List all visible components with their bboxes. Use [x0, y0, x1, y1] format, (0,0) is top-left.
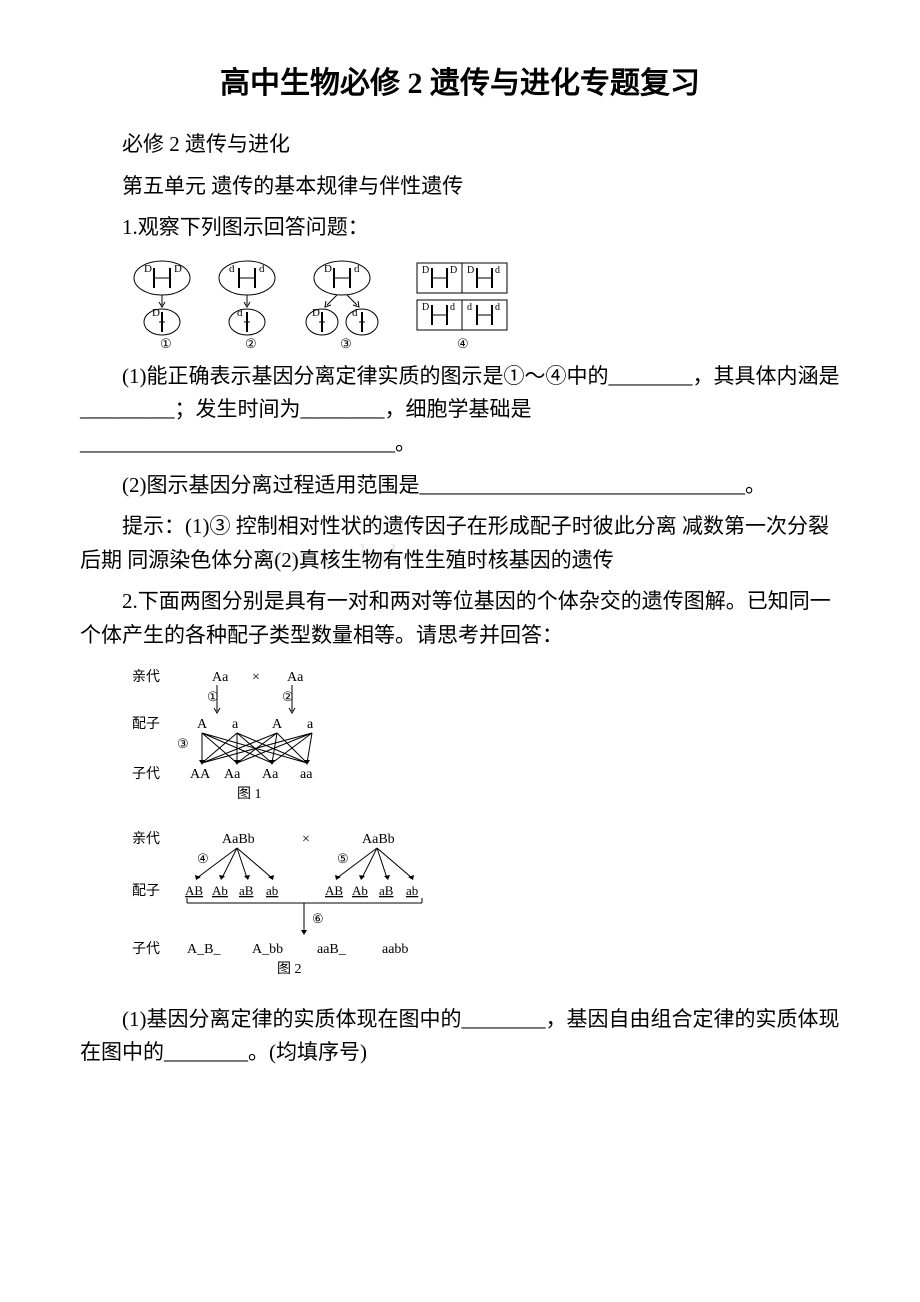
svg-text:d: d — [259, 263, 265, 275]
svg-text:③: ③ — [177, 736, 189, 751]
svg-text:d: d — [495, 302, 500, 313]
svg-text:Aa: Aa — [212, 670, 229, 685]
svg-text:⑥: ⑥ — [312, 911, 324, 926]
svg-text:AA: AA — [190, 767, 211, 782]
svg-text:ab: ab — [406, 883, 418, 898]
svg-text:Aa: Aa — [262, 767, 279, 782]
paragraph-2: 第五单元 遗传的基本规律与伴性遗传 — [80, 170, 840, 204]
svg-text:AB: AB — [325, 883, 343, 898]
fig2a-row-offspring: 子代 — [132, 766, 160, 782]
paragraph-5: (2)图示基因分离过程适用范围是________________________… — [80, 469, 840, 503]
svg-text:d: d — [354, 263, 360, 275]
paragraph-7: 2.下面两图分别是具有一对和两对等位基因的个体杂交的遗传图解。已知同一个体产生的… — [80, 585, 840, 652]
svg-text:aB: aB — [379, 883, 394, 898]
svg-text:d: d — [229, 263, 235, 275]
svg-text:D: D — [152, 307, 160, 319]
figure-2b: 亲代 AaBb × AaBb ④ ⑤ 配子 AB Ab aB ab AB Ab … — [122, 823, 840, 993]
svg-text:aa: aa — [300, 767, 313, 782]
svg-text:×: × — [252, 670, 260, 685]
page-title: 高中生物必修 2 遗传与进化专题复习 — [80, 60, 840, 108]
svg-text:D: D — [174, 263, 182, 275]
svg-text:D: D — [324, 263, 332, 275]
svg-text:②: ② — [245, 336, 257, 350]
fig2b-caption: 图 2 — [277, 962, 302, 977]
svg-text:D: D — [422, 302, 429, 313]
fig2a-caption: 图 1 — [237, 787, 262, 802]
svg-text:Ab: Ab — [352, 883, 368, 898]
paragraph-4: (1)能正确表示基因分离定律实质的图示是①～④中的________，其具体内涵是… — [80, 360, 840, 461]
svg-text:aabb: aabb — [382, 942, 408, 957]
svg-text:AB: AB — [185, 883, 203, 898]
fig2b-row-offspring: 子代 — [132, 941, 160, 957]
svg-text:③: ③ — [340, 336, 352, 350]
svg-text:aB: aB — [239, 883, 254, 898]
svg-text:d: d — [237, 307, 243, 319]
svg-text:aaB_: aaB_ — [317, 942, 347, 957]
svg-text:D: D — [144, 263, 152, 275]
svg-text:ab: ab — [266, 883, 278, 898]
svg-text:a: a — [307, 717, 314, 732]
fig2b-row-parent: 亲代 — [132, 831, 160, 847]
figure-2a: 亲代 Aa × Aa ① ② 配子 A a A a ③ — [122, 663, 840, 813]
svg-text:d: d — [467, 302, 472, 313]
figure-1: D D D ① d d d ② — [122, 255, 840, 350]
svg-text:D: D — [467, 265, 474, 276]
svg-text:a: a — [232, 717, 239, 732]
svg-text:Aa: Aa — [224, 767, 241, 782]
svg-text:①: ① — [160, 336, 172, 350]
paragraph-1: 必修 2 遗传与进化 — [80, 128, 840, 162]
svg-text:D: D — [312, 307, 320, 319]
svg-text:AaBb: AaBb — [222, 832, 255, 847]
svg-text:⑤: ⑤ — [337, 851, 349, 866]
svg-text:A_B_: A_B_ — [187, 942, 221, 957]
svg-text:A_bb: A_bb — [252, 942, 283, 957]
svg-text:AaBb: AaBb — [362, 832, 395, 847]
svg-text:A: A — [272, 717, 283, 732]
svg-text:d: d — [495, 265, 500, 276]
fig2a-row-gamete: 配子 — [132, 716, 160, 732]
svg-text:d: d — [450, 302, 455, 313]
fig2a-row-parent: 亲代 — [132, 669, 160, 685]
svg-text:D: D — [450, 265, 457, 276]
paragraph-3: 1.观察下列图示回答问题： — [80, 211, 840, 245]
svg-text:A: A — [197, 717, 208, 732]
svg-text:Aa: Aa — [287, 670, 304, 685]
svg-text:d: d — [352, 307, 358, 319]
svg-text:④: ④ — [457, 336, 469, 350]
svg-text:×: × — [302, 832, 310, 847]
paragraph-6: 提示：(1)③ 控制相对性状的遗传因子在形成配子时彼此分离 减数第一次分裂后期 … — [80, 510, 840, 577]
svg-text:D: D — [422, 265, 429, 276]
fig2b-row-gamete: 配子 — [132, 883, 160, 899]
svg-text:Ab: Ab — [212, 883, 228, 898]
paragraph-8: (1)基因分离定律的实质体现在图中的________，基因自由组合定律的实质体现… — [80, 1003, 840, 1070]
svg-text:④: ④ — [197, 851, 209, 866]
